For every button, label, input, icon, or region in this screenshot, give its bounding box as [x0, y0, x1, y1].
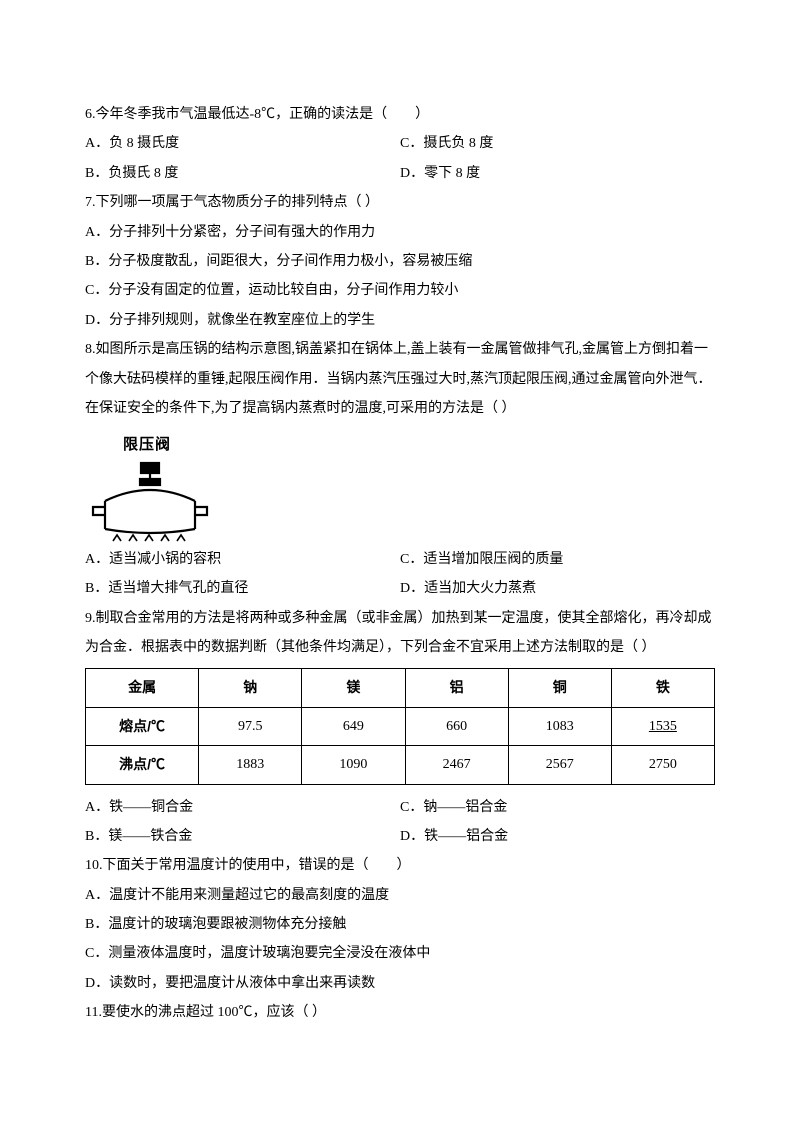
- table-col-mg: 镁: [302, 669, 405, 707]
- q6-stem: 6.今年冬季我市气温最低达-8℃，正确的读法是（ ）: [85, 100, 715, 129]
- cell: 1535: [611, 707, 714, 745]
- cell: 1883: [199, 746, 302, 784]
- q8-options: A．适当减小锅的容积 C．适当增加限压阀的质量 B．适当增大排气孔的直径 D．适…: [85, 545, 715, 604]
- cell: 1083: [508, 707, 611, 745]
- pressure-cooker-icon: [85, 461, 225, 543]
- q8-figure: 限压阀: [85, 429, 715, 543]
- table-col-fe: 铁: [611, 669, 714, 707]
- cell: 2567: [508, 746, 611, 784]
- q10-stem: 10.下面关于常用温度计的使用中，错误的是（ ）: [85, 851, 715, 880]
- table-row-melting: 熔点/℃ 97.5 649 660 1083 1535: [86, 707, 715, 745]
- q10-opt-b: B．温度计的玻璃泡要跟被测物体充分接触: [85, 910, 715, 939]
- q7-opt-b: B．分子极度散乱，间距很大，分子间作用力极小，容易被压缩: [85, 247, 715, 276]
- q9-opt-a: A．铁——铜合金: [85, 793, 400, 822]
- q9-stem: 9.制取合金常用的方法是将两种或多种金属（或非金属）加热到某一定温度，使其全部熔…: [85, 604, 715, 663]
- q6-opt-b: B．负摄氏 8 度: [85, 159, 400, 188]
- exam-page: 6.今年冬季我市气温最低达-8℃，正确的读法是（ ） A．负 8 摄氏度 C．摄…: [0, 0, 800, 1088]
- q10-opt-a: A．温度计不能用来测量超过它的最高刻度的温度: [85, 881, 715, 910]
- table-col-na: 钠: [199, 669, 302, 707]
- q7-opt-c: C．分子没有固定的位置，运动比较自由，分子间作用力较小: [85, 276, 715, 305]
- q9-table: 金属 钠 镁 铝 铜 铁 熔点/℃ 97.5 649 660 1083 1535…: [85, 668, 715, 784]
- q6-opt-a: A．负 8 摄氏度: [85, 129, 400, 158]
- q8-stem: 8.如图所示是高压锅的结构示意图,锅盖紧扣在锅体上,盖上装有一金属管做排气孔,金…: [85, 335, 715, 423]
- q7-opt-a: A．分子排列十分紧密，分子间有强大的作用力: [85, 218, 715, 247]
- table-row-boiling: 沸点/℃ 1883 1090 2467 2567 2750: [86, 746, 715, 784]
- table-header-row: 金属 钠 镁 铝 铜 铁: [86, 669, 715, 707]
- q7-stem: 7.下列哪一项属于气态物质分子的排列特点（ ）: [85, 188, 715, 217]
- table-col-metal: 金属: [86, 669, 199, 707]
- q7-options: A．分子排列十分紧密，分子间有强大的作用力 B．分子极度散乱，间距很大，分子间作…: [85, 218, 715, 336]
- cell: 660: [405, 707, 508, 745]
- cell: 97.5: [199, 707, 302, 745]
- q6-opt-d: D．零下 8 度: [400, 159, 715, 188]
- cell: 2750: [611, 746, 714, 784]
- q8-opt-c: C．适当增加限压阀的质量: [400, 545, 715, 574]
- q8-opt-d: D．适当加大火力蒸煮: [400, 574, 715, 603]
- q8-opt-a: A．适当减小锅的容积: [85, 545, 400, 574]
- q10-opt-c: C．测量液体温度时，温度计玻璃泡要完全浸没在液体中: [85, 939, 715, 968]
- cell: 1090: [302, 746, 405, 784]
- q10-options: A．温度计不能用来测量超过它的最高刻度的温度 B．温度计的玻璃泡要跟被测物体充分…: [85, 881, 715, 999]
- q8-figure-label: 限压阀: [123, 429, 715, 461]
- cell: 649: [302, 707, 405, 745]
- q9-options: A．铁——铜合金 C．钠——铝合金 B．镁——铁合金 D．铁——铝合金: [85, 793, 715, 852]
- table-col-al: 铝: [405, 669, 508, 707]
- q6-options: A．负 8 摄氏度 C．摄氏负 8 度 B．负摄氏 8 度 D．零下 8 度: [85, 129, 715, 188]
- table-col-cu: 铜: [508, 669, 611, 707]
- q6-opt-c: C．摄氏负 8 度: [400, 129, 715, 158]
- q8-opt-b: B．适当增大排气孔的直径: [85, 574, 400, 603]
- q11-stem: 11.要使水的沸点超过 100℃，应该（ ）: [85, 998, 715, 1027]
- q9-opt-b: B．镁——铁合金: [85, 822, 400, 851]
- q10-opt-d: D．读数时，要把温度计从液体中拿出来再读数: [85, 969, 715, 998]
- q7-opt-d: D．分子排列规则，就像坐在教室座位上的学生: [85, 306, 715, 335]
- q9-opt-c: C．钠——铝合金: [400, 793, 715, 822]
- cell: 2467: [405, 746, 508, 784]
- row-hdr-boiling: 沸点/℃: [86, 746, 199, 784]
- q9-opt-d: D．铁——铝合金: [400, 822, 715, 851]
- row-hdr-melting: 熔点/℃: [86, 707, 199, 745]
